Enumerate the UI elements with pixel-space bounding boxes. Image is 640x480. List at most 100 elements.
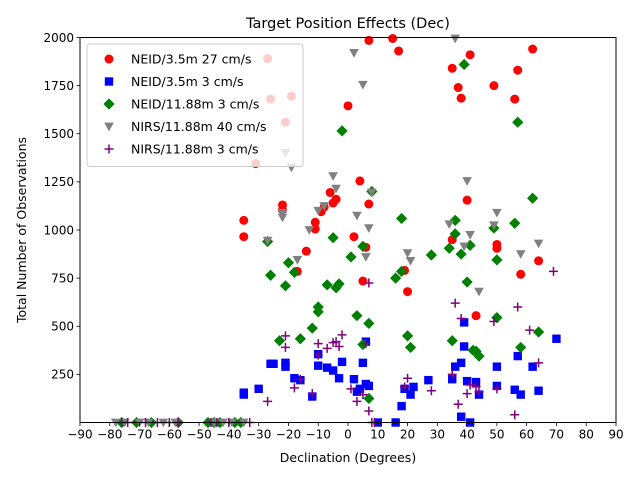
data-point (277, 200, 287, 210)
data-point (280, 331, 290, 341)
data-point (513, 351, 522, 361)
data-point (470, 345, 482, 357)
data-point (450, 34, 460, 44)
data-point (331, 184, 341, 194)
data-point (343, 101, 353, 111)
data-point (446, 335, 458, 347)
data-point (364, 406, 374, 416)
data-point (328, 172, 338, 181)
x-axis-ticks: −90 −80 −70 −60 −50 −40 −30 −20 −10 0 10 20 30 40 50 60… (67, 422, 624, 442)
data-point (405, 256, 416, 266)
data-point (465, 230, 475, 240)
data-point (269, 359, 278, 368)
data-point (352, 211, 362, 221)
x-tick-label: −40 (216, 428, 241, 442)
legend-label: NIRS/11.88m 3 cm/s (131, 142, 259, 157)
data-point (358, 80, 368, 90)
data-point (510, 385, 519, 394)
legend-marker (104, 77, 114, 86)
data-point (409, 382, 418, 392)
data-point (453, 83, 463, 93)
x-axis-label: Declination (Degrees) (280, 450, 416, 465)
data-point (277, 213, 288, 223)
data-point (528, 362, 537, 371)
data-point (513, 302, 523, 312)
x-tick-label: −90 (67, 428, 92, 442)
data-point (355, 176, 365, 186)
legend-label: NEID/11.88m 3 cm/s (131, 97, 259, 112)
data-point (447, 63, 457, 73)
data-point (273, 335, 286, 347)
data-point (492, 384, 502, 394)
data-point (364, 381, 374, 391)
x-tick-label: 50 (489, 428, 504, 442)
data-point (397, 401, 406, 411)
data-point (552, 334, 561, 343)
data-point (361, 339, 371, 349)
data-point (534, 256, 544, 266)
data-point (254, 384, 263, 394)
data-point (401, 330, 414, 342)
data-point (403, 373, 413, 383)
data-point (456, 412, 466, 421)
data-point (528, 44, 538, 54)
y-tick-label: 250 (51, 368, 74, 382)
data-point (465, 50, 475, 60)
data-point (492, 208, 502, 218)
data-point (527, 192, 539, 204)
y-tick-label: 2000 (43, 31, 74, 45)
data-point (239, 215, 249, 225)
y-tick-label: 500 (51, 320, 74, 334)
legend-item: NEID/3.5m 27 cm/s (104, 52, 251, 67)
legend-item: NEID/11.88m 3 cm/s (103, 97, 259, 112)
data-point (336, 125, 348, 137)
data-point (491, 254, 503, 266)
y-axis-label: Total Number of Observations (14, 137, 29, 324)
data-point (355, 384, 365, 394)
legend-item: NIRS/11.88m 3 cm/s (104, 142, 259, 157)
data-point (357, 240, 369, 252)
data-point (456, 314, 466, 324)
data-point (345, 251, 357, 263)
data-point (516, 269, 526, 279)
data-point (548, 266, 558, 276)
data-point (361, 253, 371, 262)
data-point (492, 362, 502, 371)
data-point (239, 232, 249, 242)
data-point (364, 224, 374, 233)
data-point (462, 376, 472, 386)
data-point (513, 65, 523, 75)
data-point (461, 276, 473, 288)
legend-label: NEID/3.5m 3 cm/s (131, 74, 244, 89)
data-point (364, 278, 374, 288)
data-point (462, 389, 472, 399)
data-point (313, 206, 324, 216)
x-tick-label: 0 (344, 428, 352, 442)
legend-label: NIRS/11.88m 40 cm/s (131, 119, 266, 134)
x-tick-label: 40 (459, 428, 474, 442)
x-tick-label: −50 (186, 428, 211, 442)
data-point (264, 269, 277, 281)
x-tick-label: 60 (519, 428, 534, 442)
data-point (462, 195, 472, 205)
legend-marker (103, 98, 115, 110)
data-point (331, 194, 341, 204)
x-tick-label: 20 (400, 428, 415, 442)
y-tick-label: 1250 (43, 175, 74, 189)
y-tick-label: 1500 (43, 127, 74, 141)
data-point (313, 350, 323, 360)
data-point (533, 239, 544, 249)
x-tick-label: −80 (97, 428, 122, 442)
data-point (313, 339, 323, 349)
data-point (328, 366, 338, 375)
data-point (322, 343, 332, 353)
data-point (277, 208, 288, 218)
data-point (301, 246, 311, 256)
legend-box (86, 43, 304, 167)
data-point (456, 358, 466, 368)
data-point (426, 386, 436, 396)
data-point (390, 272, 402, 284)
plot-points (110, 33, 561, 429)
legend: NEID/3.5m 27 cm/s NEID/3.5m 3 cm/s NEID/11… (86, 43, 304, 167)
y-axis-ticks: 250 500 750 1000 1250 1500 1750 2000 (43, 31, 80, 382)
